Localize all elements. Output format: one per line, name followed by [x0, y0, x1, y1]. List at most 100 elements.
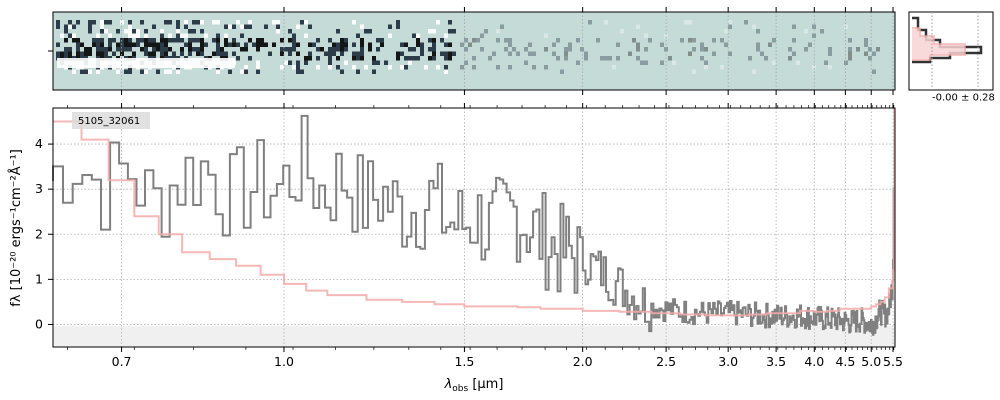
- spectrum-2d-pixel: [752, 69, 756, 74]
- spectrum-2d-pixel: [372, 56, 376, 61]
- spectrum-2d-pixel: [184, 24, 188, 29]
- spectrum-2d-pixel: [408, 56, 412, 61]
- spectrum-2d-pixel: [412, 56, 416, 61]
- spectrum-2d-pixel: [176, 24, 180, 29]
- spectrum-2d-pixel: [124, 29, 128, 34]
- spectrum-2d-pixel: [648, 38, 652, 43]
- spectrum-2d-pixel: [660, 42, 664, 47]
- spectrum-2d-pixel: [328, 47, 332, 52]
- spectrum-2d-pixel: [688, 38, 692, 43]
- spectrum-2d-pixel: [868, 56, 872, 61]
- spectrum-2d-pixel: [292, 42, 296, 47]
- spectrum-2d-pixel: [244, 65, 248, 70]
- spectrum-2d-pixel: [92, 38, 96, 43]
- spectrum-2d-pixel: [64, 38, 68, 43]
- spectrum-2d-pixel: [224, 51, 228, 56]
- spectrum-2d-pixel: [568, 47, 572, 52]
- spectrum-2d-pixel: [872, 51, 876, 56]
- spectrum-2d-pixel: [848, 38, 852, 43]
- spectrum-2d-pixel: [184, 20, 188, 25]
- spectrum-2d-pixel: [236, 56, 240, 61]
- spectrum-2d-pixel: [284, 47, 288, 52]
- spectrum-2d-pixel: [96, 38, 100, 43]
- spectrum-2d-pixel: [68, 33, 72, 38]
- spectrum-2d-pixel: [68, 24, 72, 29]
- spectrum-2d-pixel: [468, 42, 472, 47]
- spectrum-2d-pixel: [328, 38, 332, 43]
- spectrum-2d-pixel: [256, 47, 260, 52]
- spectrum-2d-pixel: [176, 69, 180, 74]
- spectrum-2d-pixel: [104, 29, 108, 34]
- spectrum-2d-pixel: [688, 20, 692, 25]
- spectrum-2d-pixel: [196, 38, 200, 43]
- spectrum-2d-pixel: [212, 51, 216, 56]
- spectrum-2d-pixel: [160, 47, 164, 52]
- spectrum-2d-pixel: [88, 20, 92, 25]
- spectrum-2d-pixel: [312, 42, 316, 47]
- spectrum-2d-pixel: [472, 38, 476, 43]
- spectrum-2d-pixel: [72, 33, 76, 38]
- spectrum-2d-pixel: [500, 24, 504, 29]
- spectrum-2d-pixel: [512, 47, 516, 52]
- spectrum-2d-pixel: [400, 65, 404, 70]
- spectrum-2d-pixel: [444, 56, 448, 61]
- spectrum-2d-pixel: [396, 51, 400, 56]
- spectrum-2d-pixel: [96, 42, 100, 47]
- spectrum-2d-pixel: [128, 38, 132, 43]
- spectrum-2d-pixel: [88, 51, 92, 56]
- spectrum-2d-pixel: [136, 38, 140, 43]
- x-tick-label: 4.0: [804, 354, 824, 369]
- spectrum-2d-pixel: [104, 51, 108, 56]
- spectrum-2d-pixel: [360, 56, 364, 61]
- spectrum-2d-pixel: [96, 47, 100, 52]
- spectrum-2d-pixel: [808, 42, 812, 47]
- spectrum-2d-pixel: [76, 38, 80, 43]
- spectrum-2d-pixel: [508, 42, 512, 47]
- y-tick-label: 0: [35, 316, 43, 331]
- spectrum-2d-pixel: [432, 56, 436, 61]
- spectrum-2d-pixel: [576, 60, 580, 65]
- spectrum-2d-pixel: [288, 60, 292, 65]
- spectrum-2d-pixel: [492, 51, 496, 56]
- spectrum-2d-pixel: [308, 56, 312, 61]
- y-axis-label: fλ [10⁻²⁰ ergs⁻¹cm⁻²Å⁻¹]: [8, 149, 24, 307]
- spectrum-2d-pixel: [152, 24, 156, 29]
- spectrum-2d-pixel: [264, 42, 268, 47]
- spectrum-2d-pixel: [352, 56, 356, 61]
- spectrum-2d-pixel: [68, 51, 72, 56]
- spectrum-2d-pixel: [568, 42, 572, 47]
- spectrum-2d-pixel: [56, 42, 60, 47]
- spectrum-2d-pixel: [304, 20, 308, 25]
- spectrum-2d-pixel: [672, 60, 676, 65]
- spectrum-2d-pixel: [636, 24, 640, 29]
- spectrum-2d-pixel: [220, 47, 224, 52]
- spectrum-2d-pixel: [120, 51, 124, 56]
- spectrum-2d-pixel: [496, 38, 500, 43]
- spectrum-2d-pixel: [116, 29, 120, 34]
- spectrum-2d-pixel: [744, 20, 748, 25]
- spectrum-2d-pixel: [132, 42, 136, 47]
- spectrum-2d-pixel: [588, 20, 592, 25]
- spectrum-2d-pixel: [168, 47, 172, 52]
- spectrum-2d-pixel: [704, 60, 708, 65]
- spectrum-2d-pixel: [356, 33, 360, 38]
- spectrum-2d-pixel: [160, 42, 164, 47]
- spectrum-2d-pixel: [388, 24, 392, 29]
- spectrum-2d-pixel: [356, 51, 360, 56]
- spectrum-2d-pixel: [336, 29, 340, 34]
- spectrum-2d-pixel: [564, 51, 568, 56]
- spectrum-2d-pixel: [144, 38, 148, 43]
- spectrum-2d-pixel: [376, 38, 380, 43]
- spectrum-2d-pixel: [176, 20, 180, 25]
- spectrum-2d-pixel: [352, 51, 356, 56]
- spectrum-2d-pixel: [80, 69, 84, 74]
- spectrum-2d-pixel: [72, 24, 76, 29]
- spectrum-2d-pixel: [192, 29, 196, 34]
- spectrum-2d-pixel: [256, 38, 260, 43]
- spectrum-2d-pixel: [428, 56, 432, 61]
- spectrum-2d-pixel: [508, 38, 512, 43]
- spectrum-2d-pixel: [360, 47, 364, 52]
- spectrum-2d-pixel: [828, 65, 832, 70]
- spectrum-2d-pixel: [200, 38, 204, 43]
- spectrum-2d-pixel: [472, 65, 476, 70]
